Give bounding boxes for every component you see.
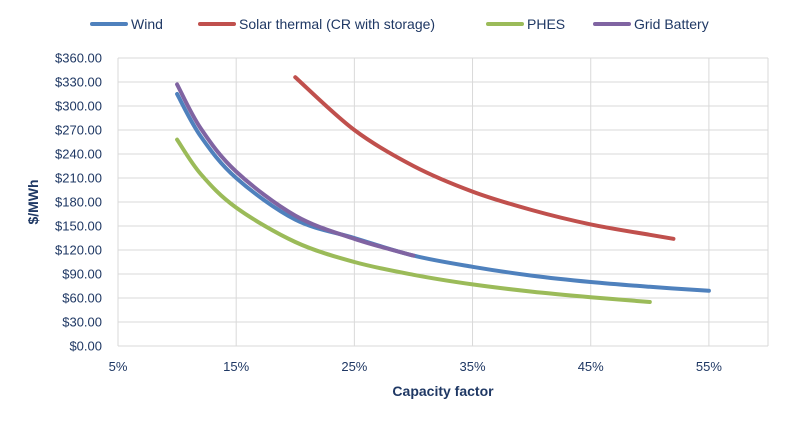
x-tick-label: 5% — [109, 359, 128, 374]
y-tick-label: $270.00 — [55, 123, 102, 138]
legend-label: PHES — [527, 16, 565, 32]
y-axis-title: $/MWh — [25, 179, 41, 224]
legend: Wind Solar thermal (CR with storage) PHES G… — [90, 16, 709, 32]
series-line-wind — [175, 92, 711, 293]
y-tick-label: $120.00 — [55, 243, 102, 258]
x-tick-label: 15% — [223, 359, 249, 374]
y-tick-label: $0.00 — [69, 339, 102, 354]
y-tick-label: $300.00 — [55, 99, 102, 114]
y-tick-label: $240.00 — [55, 147, 102, 162]
y-tick-label: $210.00 — [55, 171, 102, 186]
y-tick-label: $60.00 — [62, 291, 102, 306]
legend-label: Solar thermal (CR with storage) — [239, 16, 435, 32]
series-line-solar-thermal-cr-with-storage — [293, 75, 676, 241]
series-line-grid-battery — [175, 82, 416, 258]
y-tick-label: $360.00 — [55, 51, 102, 66]
y-tick-label: $330.00 — [55, 75, 102, 90]
series-layer — [175, 75, 711, 304]
y-tick-label: $30.00 — [62, 315, 102, 330]
y-tick-label: $150.00 — [55, 219, 102, 234]
x-axis-title: Capacity factor — [392, 383, 494, 399]
y-tick-label: $90.00 — [62, 267, 102, 282]
ticks-layer: $0.00 $30.00 $60.00 $90.00 $120.00 $150.00 $18… — [55, 51, 722, 375]
x-tick-label: 45% — [578, 359, 604, 374]
series-line-phes — [175, 137, 652, 304]
y-tick-label: $180.00 — [55, 195, 102, 210]
x-tick-label: 35% — [460, 359, 486, 374]
legend-label: Grid Battery — [634, 16, 709, 32]
legend-label: Wind — [131, 16, 163, 32]
x-tick-label: 25% — [341, 359, 367, 374]
grid-layer — [117, 57, 769, 347]
x-tick-label: 55% — [696, 359, 722, 374]
